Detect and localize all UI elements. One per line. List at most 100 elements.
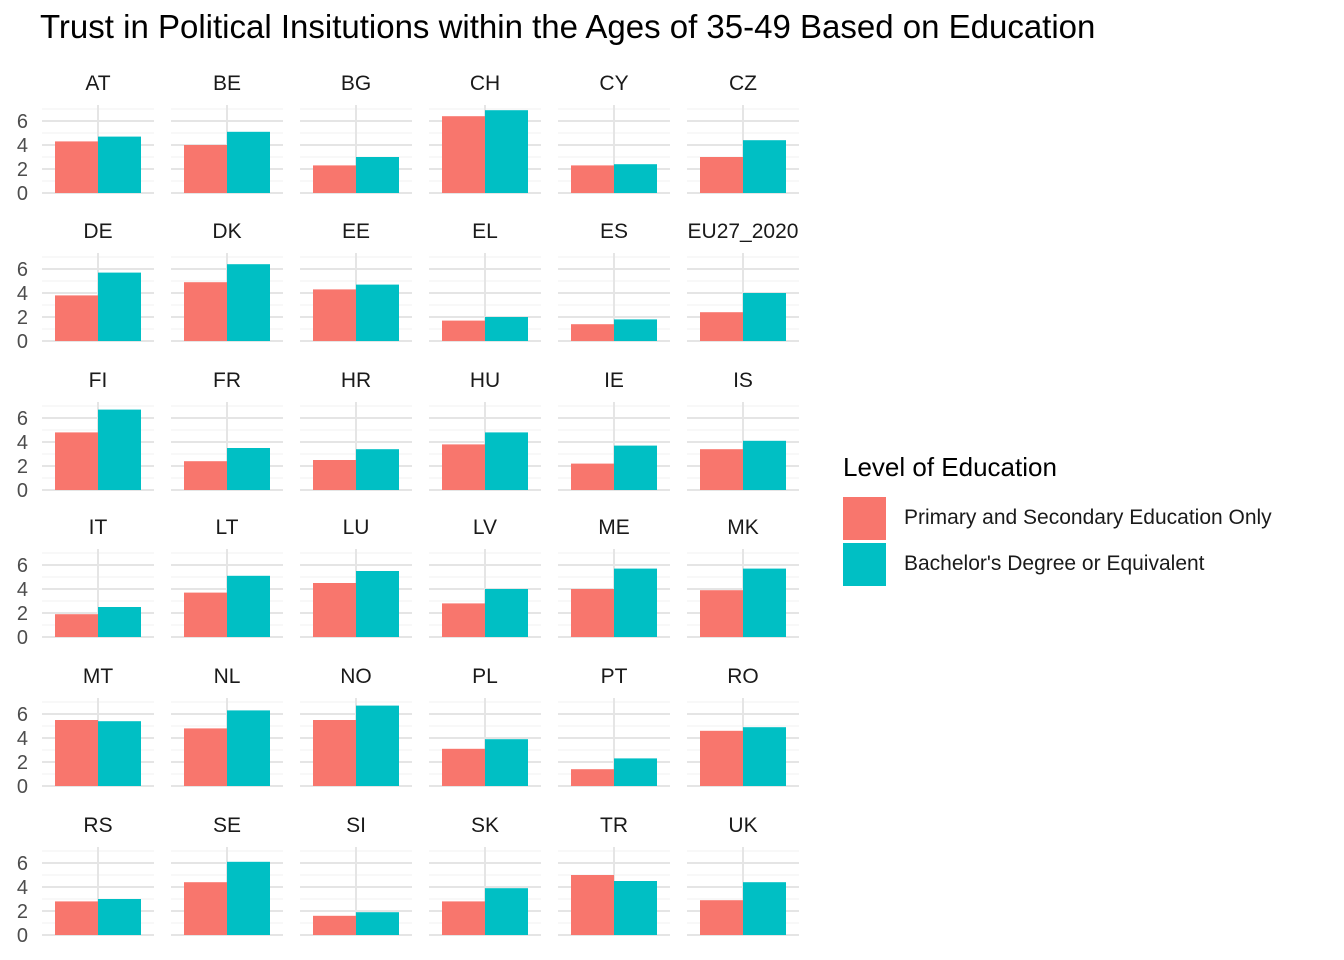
bar-ee-bachelor (356, 284, 399, 341)
facet-label: DE (83, 220, 112, 243)
facet-panel-se: SE (171, 814, 283, 936)
facet-panel-es: ES (558, 220, 670, 342)
facet-label: AT (85, 72, 110, 95)
facet-panel-pl: PL (429, 665, 541, 787)
facet-panel-at: AT (42, 72, 154, 194)
bar-me-bachelor (614, 568, 657, 637)
y-tick-label: 2 (17, 159, 28, 181)
facet-label: PT (601, 665, 628, 688)
bar-lu-primary-secondary (313, 583, 356, 637)
facet-panel-no: NO (300, 665, 412, 787)
facet-panel-sk: SK (429, 814, 541, 936)
bar-cz-primary-secondary (700, 157, 743, 193)
bar-hr-bachelor (356, 449, 399, 490)
bar-de-primary-secondary (55, 295, 98, 341)
y-tick-label: 2 (17, 307, 28, 329)
bar-hr-primary-secondary (313, 460, 356, 490)
legend-title: Level of Education (843, 452, 1057, 482)
bar-lt-primary-secondary (184, 592, 227, 637)
bar-es-bachelor (614, 319, 657, 341)
bar-no-primary-secondary (313, 720, 356, 786)
bar-lv-bachelor (485, 589, 528, 637)
y-tick-label: 0 (17, 480, 28, 502)
facet-panel-me: ME (558, 516, 670, 638)
facet-panel-uk: UK (687, 814, 799, 936)
facet-label: RO (727, 665, 759, 688)
facet-label: MT (83, 665, 113, 688)
bar-ie-primary-secondary (571, 463, 614, 490)
facet-panel-de: DE (42, 220, 154, 342)
facet-label: HR (341, 369, 371, 392)
facet-label: UK (728, 814, 757, 837)
bar-nl-primary-secondary (184, 728, 227, 786)
facet-label: LV (473, 516, 497, 539)
facet-label: TR (600, 814, 628, 837)
bar-at-primary-secondary (55, 141, 98, 193)
bar-el-primary-secondary (442, 320, 485, 341)
bar-cy-bachelor (614, 164, 657, 193)
bar-hu-bachelor (485, 432, 528, 490)
bar-pt-primary-secondary (571, 769, 614, 786)
facet-panel-eu27_2020: EU27_2020 (687, 220, 799, 342)
legend-swatch-bachelor (843, 542, 886, 586)
facet-panel-ro: RO (687, 665, 799, 787)
bar-si-primary-secondary (313, 915, 356, 935)
facet-panel-ee: EE (300, 220, 412, 342)
bar-bg-bachelor (356, 157, 399, 193)
bar-si-bachelor (356, 912, 399, 935)
bar-me-primary-secondary (571, 589, 614, 637)
y-tick-label: 6 (17, 853, 28, 875)
facet-label: DK (212, 220, 241, 243)
y-tick-label: 6 (17, 704, 28, 726)
bar-lt-bachelor (227, 575, 270, 637)
facet-label: HU (470, 369, 500, 392)
facet-label: NO (340, 665, 372, 688)
facet-label: ES (600, 220, 628, 243)
y-tick-label: 2 (17, 752, 28, 774)
facet-panel-it: IT (42, 516, 154, 638)
bar-be-bachelor (227, 131, 270, 193)
bar-se-bachelor (227, 861, 270, 935)
bar-es-primary-secondary (571, 324, 614, 341)
bar-at-bachelor (98, 136, 141, 193)
facet-panel-ie: IE (558, 369, 670, 491)
bar-lu-bachelor (356, 571, 399, 637)
facet-panel-nl: NL (171, 665, 283, 787)
bar-it-bachelor (98, 607, 141, 637)
y-tick-label: 2 (17, 456, 28, 478)
facet-panel-hr: HR (300, 369, 412, 491)
y-tick-label: 4 (17, 432, 28, 454)
y-tick-label: 6 (17, 555, 28, 577)
bar-uk-primary-secondary (700, 900, 743, 935)
bar-mk-bachelor (743, 568, 786, 637)
bar-rs-bachelor (98, 899, 141, 935)
facet-panel-lv: LV (429, 516, 541, 638)
y-tick-label: 4 (17, 135, 28, 157)
bar-eu27_2020-primary-secondary (700, 312, 743, 341)
bar-uk-bachelor (743, 882, 786, 935)
facet-panel-mt: MT (42, 665, 154, 787)
facet-panel-fi: FI (42, 369, 154, 491)
y-tick-label: 2 (17, 901, 28, 923)
facet-label: LT (216, 516, 239, 539)
bar-ro-primary-secondary (700, 730, 743, 786)
facet-panel-lt: LT (171, 516, 283, 638)
bar-be-primary-secondary (184, 145, 227, 193)
facet-label: BG (341, 72, 371, 95)
facet-panel-mk: MK (687, 516, 799, 638)
facet-panel-cy: CY (558, 72, 670, 194)
facet-panel-tr: TR (558, 814, 670, 936)
facet-label: IT (89, 516, 108, 539)
bar-bg-primary-secondary (313, 165, 356, 193)
facet-panel-be: BE (171, 72, 283, 194)
bar-fr-bachelor (227, 448, 270, 490)
y-tick-label: 4 (17, 877, 28, 899)
legend-item-primary-secondary: Primary and Secondary Education Only (843, 495, 1272, 541)
facet-label: BE (213, 72, 241, 95)
bar-ee-primary-secondary (313, 289, 356, 341)
facet-panel-si: SI (300, 814, 412, 936)
facet-panel-el: EL (429, 220, 541, 342)
facet-panel-ch: CH (429, 72, 541, 194)
bar-pl-bachelor (485, 739, 528, 786)
